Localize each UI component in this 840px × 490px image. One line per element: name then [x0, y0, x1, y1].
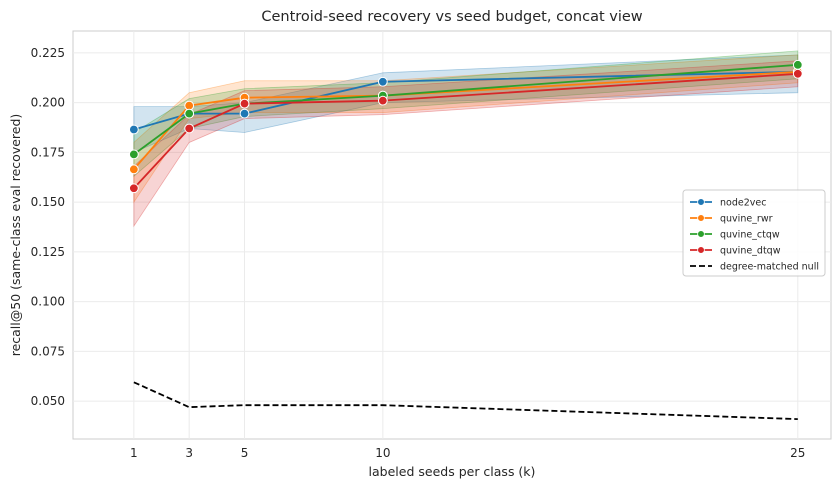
- grid-lines: [73, 31, 831, 439]
- data-point: [128, 183, 139, 194]
- data-point: [377, 76, 388, 87]
- data-point: [128, 124, 139, 135]
- x-tick-labels: 1 3 5 10 25: [130, 446, 805, 460]
- series-line: [133, 381, 798, 420]
- x-tick-label: 25: [790, 446, 805, 460]
- data-point: [128, 164, 139, 175]
- y-tick-label: 0.075: [31, 344, 65, 358]
- legend: node2vec quvine_rwr quvine_ctqw quvine_dtqw…: [682, 189, 826, 277]
- y-tick-label: 0.200: [31, 96, 65, 110]
- y-tick-label: 0.175: [31, 145, 65, 159]
- data-point: [239, 108, 250, 119]
- data-point: [792, 68, 803, 79]
- legend-box: [682, 189, 826, 277]
- y-tick-label: 0.150: [31, 195, 65, 209]
- legend-marker: [697, 230, 705, 238]
- y-tick-labels: 0.050 0.075 0.100 0.125 0.150 0.175 0.200 0.225: [31, 46, 65, 408]
- chart-title: Centroid-seed recovery vs seed budget, c…: [261, 9, 642, 25]
- data-point: [184, 108, 195, 119]
- series-markers: [128, 59, 803, 194]
- legend-label: node2vec: [720, 198, 766, 209]
- data-point: [239, 98, 250, 109]
- legend-label: degree-matched null: [720, 262, 819, 273]
- x-tick-label: 10: [375, 446, 390, 460]
- data-point: [184, 123, 195, 134]
- x-axis-label: labeled seeds per class (k): [369, 464, 536, 479]
- data-point: [128, 149, 139, 160]
- legend-marker: [697, 198, 705, 206]
- legend-label: quvine_rwr: [720, 214, 773, 225]
- y-tick-label: 0.100: [31, 295, 65, 309]
- data-point: [377, 95, 388, 106]
- x-tick-label: 3: [185, 446, 193, 460]
- data-point: [792, 59, 803, 70]
- y-tick-label: 0.225: [31, 46, 65, 60]
- legend-marker: [697, 246, 705, 254]
- confidence-band: [133, 54, 799, 154]
- y-tick-label: 0.125: [31, 245, 65, 259]
- x-tick-label: 1: [130, 446, 138, 460]
- legend-label: quvine_ctqw: [720, 230, 780, 241]
- y-tick-label: 0.050: [31, 394, 65, 408]
- y-axis-label: recall@50 (same-class eval recovered): [8, 114, 23, 357]
- confidence-band: [133, 54, 799, 204]
- legend-marker: [697, 214, 705, 222]
- x-tick-label: 5: [241, 446, 249, 460]
- legend-label: quvine_dtqw: [720, 246, 781, 257]
